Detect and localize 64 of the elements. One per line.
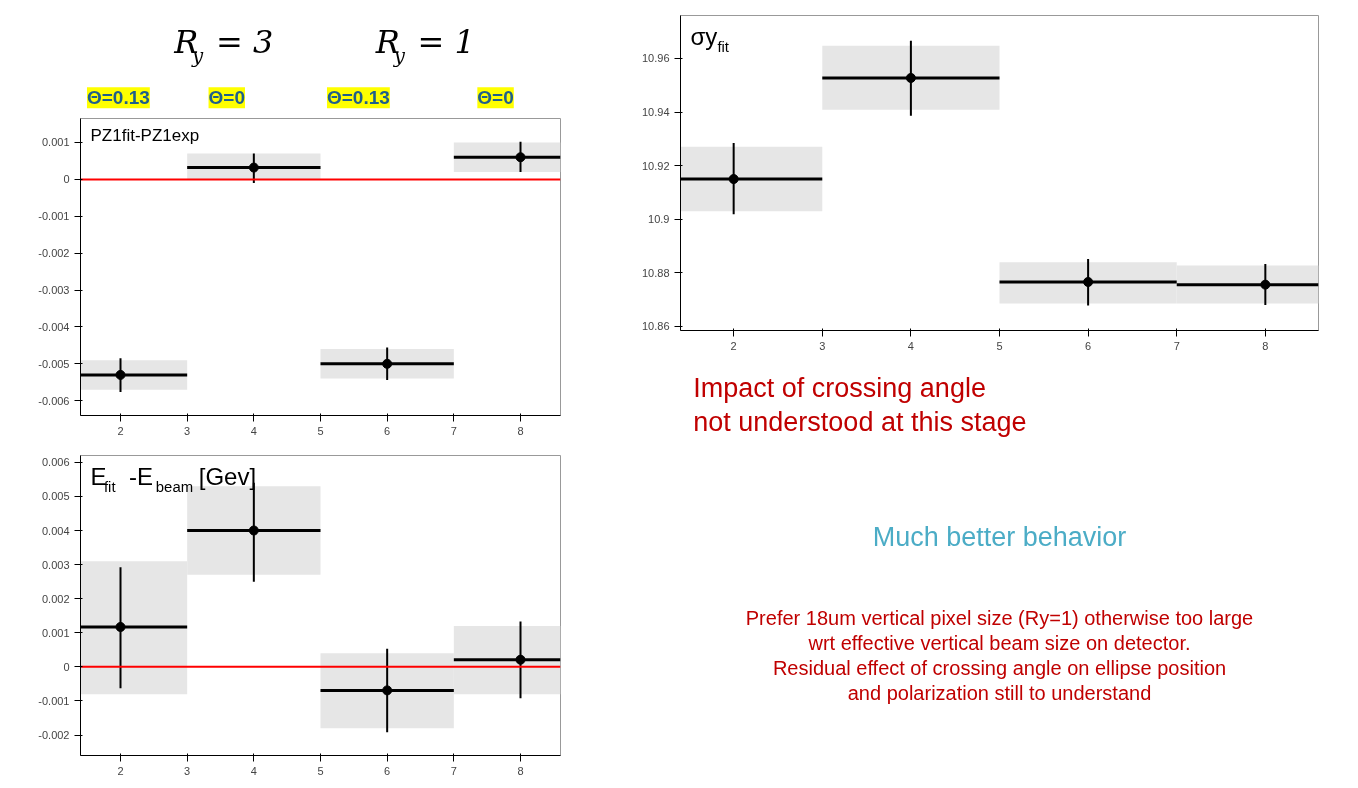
- y-tick-label: 0: [63, 660, 70, 673]
- x-tick-label: 3: [819, 339, 826, 352]
- x-tick-label: 6: [384, 424, 391, 437]
- text: Θ=0.13: [326, 87, 390, 109]
- point: [1083, 276, 1094, 287]
- x-tick-label: 6: [384, 764, 391, 777]
- x-tick-label: 8: [517, 764, 524, 777]
- y-tick-label: 0.004: [41, 524, 70, 537]
- point: [1260, 279, 1271, 290]
- x-tick-label: 3: [184, 764, 191, 777]
- point: [905, 72, 916, 83]
- point: [115, 369, 126, 380]
- y-tick-label: -0.005: [38, 357, 70, 370]
- text: Θ=0.13: [86, 87, 150, 109]
- y-tick-label: 0.003: [41, 558, 70, 571]
- y-tick-label: 0.006: [41, 456, 70, 469]
- y-tick-label: 10.92: [641, 159, 670, 172]
- point: [515, 654, 526, 665]
- x-tick-label: 5: [317, 764, 324, 777]
- text: Θ=0: [477, 87, 514, 109]
- x-tick-label: 4: [907, 339, 914, 352]
- text: Much better behavior: [872, 522, 1127, 552]
- point: [382, 358, 393, 369]
- text: Impact of crossing angle not understood at this stage: [693, 373, 1027, 437]
- point: [515, 152, 526, 163]
- x-tick-label: 4: [250, 424, 257, 437]
- y-tick-label: 0.005: [41, 490, 70, 503]
- y-tick-label: 10.94: [641, 106, 670, 119]
- y-tick-label: -0.006: [38, 394, 70, 407]
- x-tick-label: 2: [117, 764, 124, 777]
- y-tick-label: -0.001: [38, 694, 70, 707]
- y-tick-label: -0.001: [38, 210, 70, 223]
- y-tick-label: 10.96: [641, 52, 670, 65]
- x-tick-label: 4: [250, 764, 257, 777]
- y-tick-label: 0.002: [41, 592, 70, 605]
- y-tick-label: 10.88: [641, 266, 670, 279]
- point: [248, 162, 259, 173]
- point: [728, 174, 739, 185]
- y-tick-label: -0.002: [38, 729, 70, 742]
- x-tick-label: 7: [450, 424, 457, 437]
- x-tick-label: 7: [1173, 339, 1180, 352]
- y-tick-label: 0.001: [41, 626, 70, 639]
- y-tick-label: 10.9: [648, 213, 670, 226]
- x-tick-label: 8: [1262, 339, 1269, 352]
- y-tick-label: 0: [63, 173, 70, 186]
- x-tick-label: 5: [317, 424, 324, 437]
- x-tick-label: 3: [184, 424, 191, 437]
- y-tick-label: -0.004: [38, 320, 70, 333]
- x-tick-label: 6: [1085, 339, 1092, 352]
- point: [115, 621, 126, 632]
- point: [248, 525, 259, 536]
- y-tick-label: 10.86: [641, 320, 670, 333]
- y-tick-label: -0.002: [38, 247, 70, 260]
- y-tick-label: 0.001: [41, 136, 70, 149]
- chart-title: PZ1fit-PZ1exp: [90, 125, 200, 145]
- point: [382, 685, 393, 696]
- x-tick-label: 5: [996, 339, 1003, 352]
- x-tick-label: 8: [517, 424, 524, 437]
- text: Prefer 18um vertical pixel size (Ry=1) otherwise too large wrt effective vertical beam size on detector. Residual effect of crossing angle on ellipse position and polarization still to understand: [745, 607, 1254, 704]
- text: Θ=0: [208, 87, 245, 109]
- x-tick-label: 7: [450, 764, 457, 777]
- x-tick-label: 2: [117, 424, 124, 437]
- y-tick-label: -0.003: [38, 284, 70, 297]
- x-tick-label: 2: [730, 339, 737, 352]
